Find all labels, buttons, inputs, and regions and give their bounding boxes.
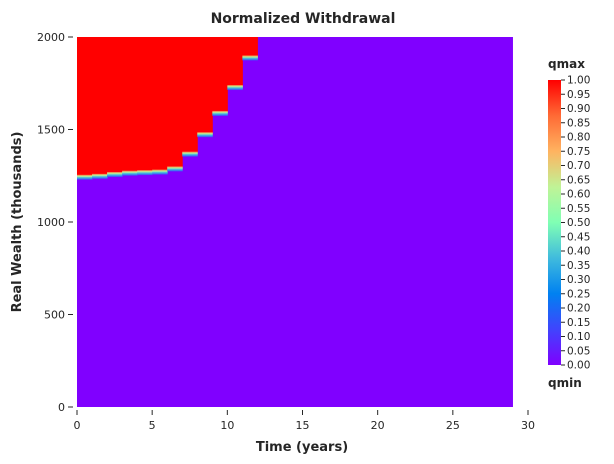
y-axis-label: Real Wealth (thousands) [10,132,25,313]
colorbar-tick-label: 0.20 [567,303,590,315]
heatmap-transition [137,170,153,176]
colorbar-tick-label: 0.00 [567,360,590,372]
heatmap-transition [182,151,198,157]
heatmap-transition [212,110,228,116]
colorbar-tick-label: 0.80 [567,132,590,144]
heatmap-cell-high [182,37,198,153]
colorbar-tick-label: 0.30 [567,274,590,286]
colorbar-ticks: 1.00 0.95 0.90 0.85 0.80 0.75 0.70 0.65 0.60 0.55… [561,75,590,372]
colorbar-tick-label: 0.40 [567,246,590,258]
heatmap-transition [122,170,138,176]
y-tick-label: 500 [44,309,65,322]
plot-area [77,37,513,407]
colorbar-gradient [548,80,561,365]
colorbar-tick-label: 0.15 [567,317,590,329]
heatmap-cell-high [197,37,213,134]
x-tick-label: 10 [220,419,234,432]
colorbar-tick-label: 0.05 [567,345,590,357]
colorbar-tick-label: 0.55 [567,203,590,215]
y-axis: 0 500 1000 1500 2000 [37,31,73,414]
heatmap-cell-high [107,37,123,173]
heatmap-cell-high [92,37,108,175]
heatmap-transition [77,174,93,180]
chart-title: Normalized Withdrawal [211,11,396,27]
x-axis: 0 5 10 15 20 25 30 [74,410,535,432]
colorbar-tick-label: 0.95 [567,89,590,101]
y-tick-label: 1500 [37,124,65,137]
heatmap-transition [227,85,243,91]
x-tick-label: 5 [149,419,156,432]
heatmap-cell-high [137,37,153,172]
colorbar: qmax 1.00 0.95 0.90 0.85 0.80 0.75 0.70 0.65 0.6… [548,57,590,390]
x-tick-label: 0 [74,419,81,432]
heatmap-cell-high [152,37,168,171]
heatmap-cell-high [122,37,138,172]
heatmap-transition [107,171,123,177]
colorbar-tick-label: 0.60 [567,189,590,201]
colorbar-bottom-label: qmin [548,376,582,390]
colorbar-tick-label: 0.35 [567,260,590,272]
x-tick-label: 25 [446,419,460,432]
heatmap-cell-high [242,37,258,57]
y-tick-label: 0 [58,401,65,414]
heatmap-transition [167,166,183,172]
colorbar-tick-label: 0.10 [567,331,590,343]
heatmap-cell-high [167,37,183,168]
x-tick-label: 15 [296,419,310,432]
x-tick-label: 30 [521,419,535,432]
colorbar-tick-label: 0.90 [567,103,590,115]
heatmap-transition [242,55,258,61]
heatmap-transition [152,169,168,175]
colorbar-tick-label: 0.25 [567,288,590,300]
colorbar-tick-label: 0.75 [567,146,590,158]
y-tick-label: 2000 [37,31,65,44]
heatmap-cell-high [227,37,243,87]
heatmap-cell-high [77,37,93,176]
colorbar-tick-label: 0.45 [567,231,590,243]
heatmap-cell-high [212,37,228,112]
colorbar-tick-label: 0.70 [567,160,590,172]
colorbar-tick-label: 0.85 [567,117,590,129]
heatmap-transition [197,132,213,138]
colorbar-tick-label: 1.00 [567,75,590,87]
colorbar-top-label: qmax [548,57,585,71]
x-tick-label: 20 [371,419,385,432]
colorbar-tick-label: 0.50 [567,217,590,229]
y-tick-label: 1000 [37,216,65,229]
colorbar-tick-label: 0.65 [567,174,590,186]
heatmap-transition [92,173,108,179]
x-axis-label: Time (years) [256,440,348,455]
